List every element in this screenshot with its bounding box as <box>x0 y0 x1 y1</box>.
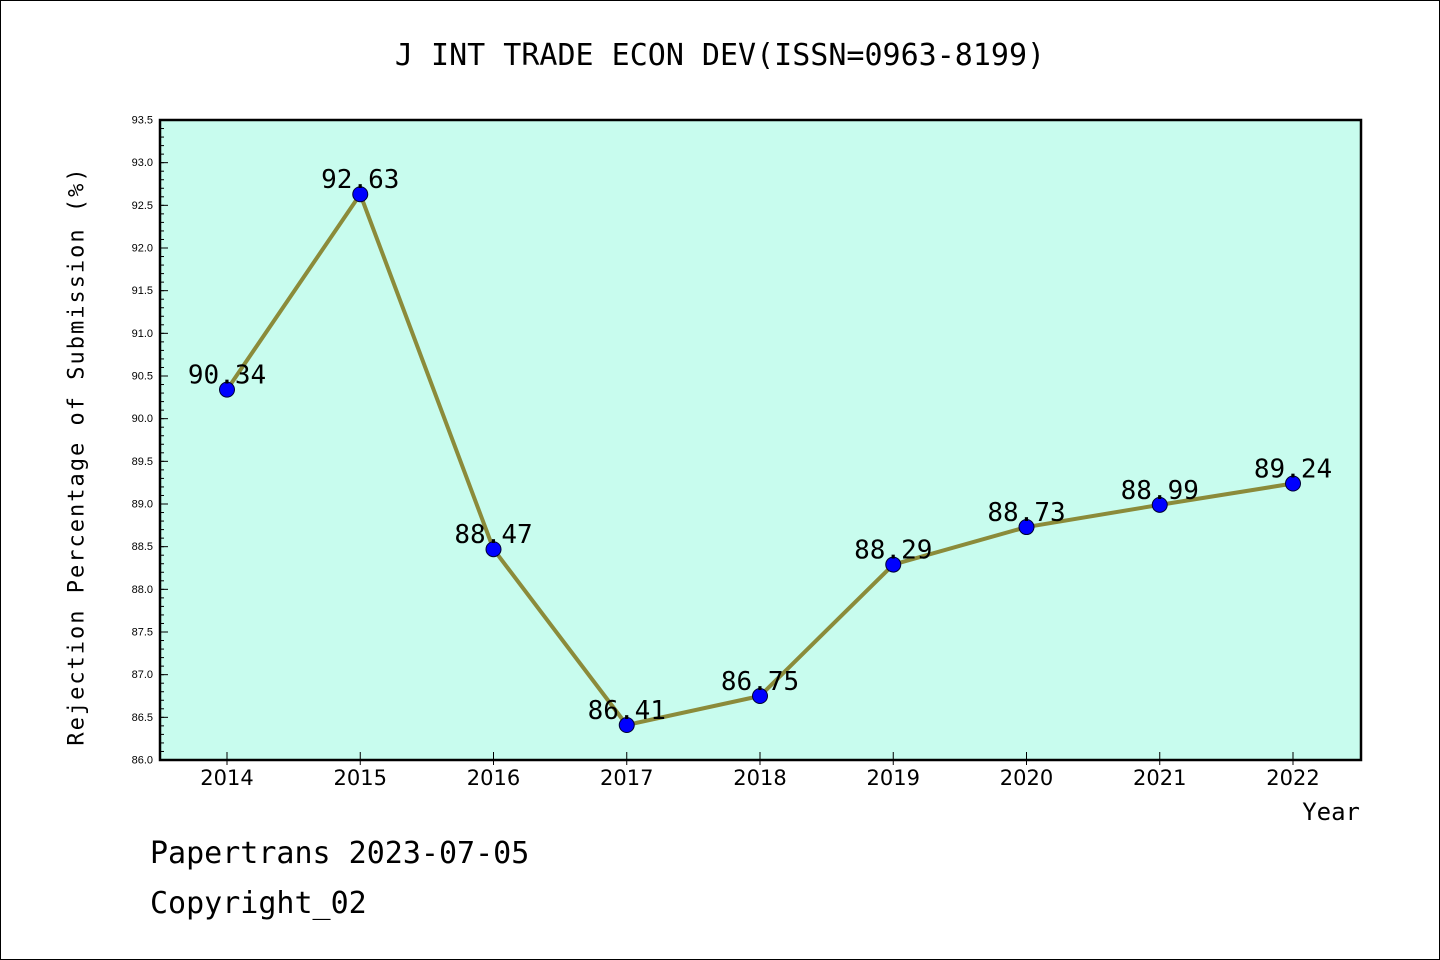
plot-background <box>160 120 1361 760</box>
plot-border <box>158 118 1363 762</box>
data-label: 88.29 <box>854 536 932 566</box>
x-axis-label: Year <box>1302 798 1360 826</box>
y-tick-label: 90.5 <box>132 371 153 383</box>
y-tick-label: 89.0 <box>132 499 153 511</box>
x-tick-label: 2017 <box>600 766 653 790</box>
y-tick-label: 92.0 <box>132 243 153 255</box>
data-point-marker <box>1285 475 1301 492</box>
x-tick-label: 2016 <box>467 766 520 790</box>
y-tick-label: 87.0 <box>132 669 153 681</box>
data-label: 90.34 <box>188 361 266 391</box>
data-label: 88.99 <box>1121 476 1199 506</box>
data-label: 88.47 <box>454 520 532 550</box>
y-tick-label: 91.5 <box>132 285 153 297</box>
y-tick-label: 89.5 <box>132 456 153 468</box>
x-tick-label: 2021 <box>1133 766 1186 790</box>
y-tick-label: 88.5 <box>132 541 153 553</box>
data-point-marker <box>352 186 369 203</box>
y-tick-label: 86.0 <box>132 755 153 767</box>
data-point-marker <box>618 717 635 734</box>
y-tick-label: 87.5 <box>132 627 153 639</box>
data-label: 86.75 <box>721 667 799 697</box>
y-tick-label: 91.0 <box>132 328 153 340</box>
x-tick-label: 2015 <box>334 766 387 790</box>
x-tick-label: 2014 <box>200 766 253 790</box>
data-label: 88.73 <box>987 498 1065 528</box>
data-point-marker <box>1151 496 1168 513</box>
x-tick-label: 2018 <box>733 766 786 790</box>
x-tick-label: 2019 <box>867 766 920 790</box>
data-label: 92.63 <box>321 165 399 195</box>
data-point-marker <box>1018 519 1035 536</box>
y-tick-label: 93.0 <box>132 157 153 169</box>
y-tick-label: 93.5 <box>132 115 153 127</box>
data-point-marker <box>219 381 235 398</box>
footer-date-line: Papertrans 2023-07-05 <box>150 836 530 871</box>
chart-title: J INT TRADE ECON DEV(ISSN=0963-8199) <box>394 38 1046 73</box>
x-tick-label: 2022 <box>1266 766 1319 790</box>
data-point-marker <box>752 688 768 704</box>
y-tick-label: 90.0 <box>132 413 153 425</box>
y-tick-label: 86.5 <box>132 712 153 724</box>
footer-copyright-line: Copyright_02 <box>150 886 367 921</box>
y-tick-label: 92.5 <box>132 200 153 212</box>
data-point-marker <box>485 541 502 558</box>
data-label: 89.24 <box>1254 455 1332 485</box>
y-tick-label: 88.0 <box>132 584 153 596</box>
data-label: 86.41 <box>588 696 666 726</box>
x-tick-label: 2020 <box>1000 766 1053 790</box>
data-point-marker <box>885 556 902 573</box>
